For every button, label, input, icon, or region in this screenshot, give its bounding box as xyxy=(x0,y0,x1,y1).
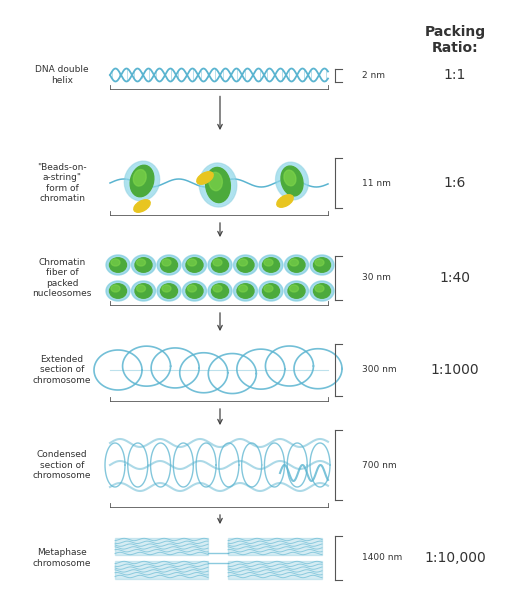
Ellipse shape xyxy=(131,281,155,301)
Ellipse shape xyxy=(290,259,298,266)
Text: 1:10,000: 1:10,000 xyxy=(424,551,486,565)
Text: "Beads-on-
a-string"
form of
chromatin: "Beads-on- a-string" form of chromatin xyxy=(37,163,87,203)
Ellipse shape xyxy=(157,281,181,301)
Ellipse shape xyxy=(213,259,222,266)
Ellipse shape xyxy=(109,258,127,272)
Text: 30 nm: 30 nm xyxy=(362,274,391,283)
Ellipse shape xyxy=(182,255,206,275)
Ellipse shape xyxy=(237,284,254,298)
Ellipse shape xyxy=(310,255,334,275)
Ellipse shape xyxy=(290,285,298,292)
Ellipse shape xyxy=(157,255,181,275)
Ellipse shape xyxy=(263,284,280,298)
Text: DNA double
helix: DNA double helix xyxy=(35,65,89,85)
Ellipse shape xyxy=(106,255,130,275)
Ellipse shape xyxy=(188,285,197,292)
Ellipse shape xyxy=(212,258,228,272)
Ellipse shape xyxy=(106,281,130,301)
Ellipse shape xyxy=(277,195,293,207)
Ellipse shape xyxy=(186,284,203,298)
Text: 300 nm: 300 nm xyxy=(362,365,397,374)
Ellipse shape xyxy=(126,163,158,199)
Ellipse shape xyxy=(160,258,177,272)
Ellipse shape xyxy=(131,255,155,275)
Text: 1:1: 1:1 xyxy=(444,68,466,82)
Ellipse shape xyxy=(239,285,247,292)
Ellipse shape xyxy=(197,172,213,184)
Ellipse shape xyxy=(201,165,235,205)
Ellipse shape xyxy=(111,285,120,292)
Ellipse shape xyxy=(135,258,152,272)
Ellipse shape xyxy=(188,259,197,266)
Text: 1:40: 1:40 xyxy=(439,271,471,285)
Ellipse shape xyxy=(288,258,305,272)
Ellipse shape xyxy=(205,167,230,203)
Ellipse shape xyxy=(208,281,232,301)
Ellipse shape xyxy=(186,258,203,272)
Ellipse shape xyxy=(199,163,237,207)
Ellipse shape xyxy=(234,255,258,275)
Text: Metaphase
chromosome: Metaphase chromosome xyxy=(33,548,91,568)
Ellipse shape xyxy=(239,259,247,266)
Ellipse shape xyxy=(136,259,146,266)
Ellipse shape xyxy=(182,281,206,301)
Ellipse shape xyxy=(275,162,309,200)
Ellipse shape xyxy=(111,259,120,266)
Ellipse shape xyxy=(284,170,296,186)
Ellipse shape xyxy=(263,258,280,272)
Text: Packing
Ratio:: Packing Ratio: xyxy=(425,25,485,55)
Ellipse shape xyxy=(264,259,273,266)
Ellipse shape xyxy=(315,285,324,292)
Ellipse shape xyxy=(209,172,222,191)
Ellipse shape xyxy=(314,258,331,272)
Ellipse shape xyxy=(136,285,146,292)
Ellipse shape xyxy=(208,255,232,275)
Ellipse shape xyxy=(315,259,324,266)
Ellipse shape xyxy=(281,166,303,196)
Ellipse shape xyxy=(162,285,171,292)
Text: 1400 nm: 1400 nm xyxy=(362,553,402,563)
Ellipse shape xyxy=(237,258,254,272)
Ellipse shape xyxy=(277,164,307,199)
Ellipse shape xyxy=(160,284,177,298)
Ellipse shape xyxy=(212,284,228,298)
Text: 1:1000: 1:1000 xyxy=(431,363,479,377)
Ellipse shape xyxy=(134,200,150,212)
Text: Extended
section of
chromosome: Extended section of chromosome xyxy=(33,355,91,385)
Ellipse shape xyxy=(259,281,283,301)
Text: 1:6: 1:6 xyxy=(444,176,466,190)
Text: Condensed
section of
chromosome: Condensed section of chromosome xyxy=(33,450,91,480)
Text: Chromatin
fiber of
packed
nucleosomes: Chromatin fiber of packed nucleosomes xyxy=(32,258,91,298)
Text: 11 nm: 11 nm xyxy=(362,179,391,187)
Text: 700 nm: 700 nm xyxy=(362,461,397,469)
Ellipse shape xyxy=(310,281,334,301)
Ellipse shape xyxy=(288,284,305,298)
Ellipse shape xyxy=(259,255,283,275)
Ellipse shape xyxy=(124,161,159,201)
Ellipse shape xyxy=(314,284,331,298)
Ellipse shape xyxy=(133,170,146,186)
Ellipse shape xyxy=(162,259,171,266)
Ellipse shape xyxy=(285,255,309,275)
Ellipse shape xyxy=(109,284,127,298)
Text: 2 nm: 2 nm xyxy=(362,70,385,79)
Ellipse shape xyxy=(234,281,258,301)
Ellipse shape xyxy=(264,285,273,292)
Ellipse shape xyxy=(130,165,154,197)
Ellipse shape xyxy=(285,281,309,301)
Ellipse shape xyxy=(135,284,152,298)
Ellipse shape xyxy=(213,285,222,292)
